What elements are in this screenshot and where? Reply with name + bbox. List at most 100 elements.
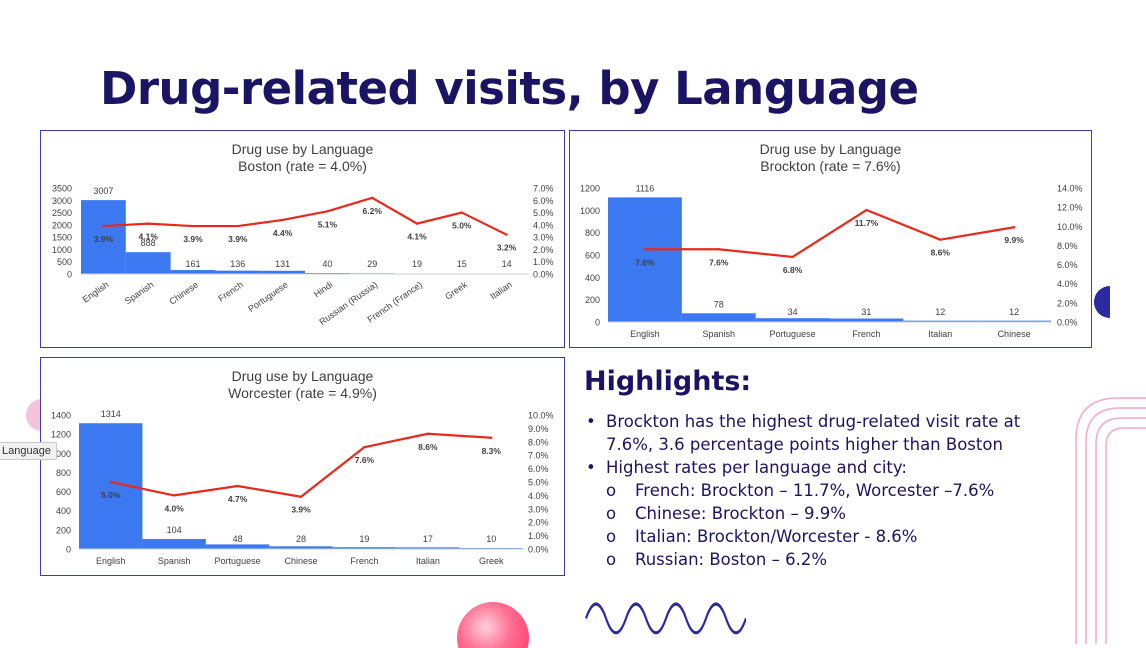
highlight-text: Highest rates per language and city: (606, 458, 907, 477)
sub-bullet-marker: o (606, 527, 617, 546)
y2-axis-tick-label: 0.0% (533, 270, 554, 280)
rate-data-label: 7.6% (709, 257, 729, 267)
x-axis-category-label: Portuguese (770, 329, 816, 339)
bar (269, 546, 333, 549)
rate-point (281, 218, 284, 222)
x-axis-category-label: Chinese (998, 329, 1031, 339)
x-axis-category-label: Chinese (167, 279, 200, 306)
y2-axis-tick-label: 2.0% (1057, 298, 1078, 308)
y2-axis-tick-label: 4.0% (528, 491, 549, 501)
rate-point (326, 210, 329, 213)
sub-bullet-marker: o (606, 481, 617, 500)
rate-data-label: 8.3% (482, 446, 502, 456)
highlight-subitem: o Chinese: Brockton – 9.9% (584, 502, 1064, 525)
bar-data-label: 136 (230, 259, 245, 269)
rate-line (644, 208, 1015, 259)
y2-axis-tick-label: 12.0% (1057, 203, 1083, 213)
y-axis-tick-label: 400 (585, 273, 600, 283)
bar-data-label: 29 (367, 259, 377, 269)
y2-axis-tick-label: 6.0% (1057, 260, 1078, 270)
x-axis-category-label: Spanish (123, 279, 155, 306)
rate-point (426, 432, 430, 435)
y-axis-tick-label: 0 (67, 270, 72, 280)
y2-axis-tick-label: 7.0% (528, 451, 549, 461)
y-axis-tick-label: 1500 (52, 233, 72, 243)
highlight-subitem-text: Italian: Brockton/Worcester - 8.6% (635, 527, 918, 546)
bar-data-label: 12 (935, 307, 945, 317)
rate-point (415, 222, 419, 225)
sub-bullet-marker: o (606, 504, 617, 523)
highlight-subitem: o French: Brockton – 11.7%, Worcester –7… (584, 479, 1064, 502)
y2-axis-tick-label: 0.0% (528, 545, 549, 555)
x-axis-category-label: French (216, 279, 245, 303)
highlight-item: • Brockton has the highest drug-related … (584, 410, 1064, 456)
bar-data-label: 14 (502, 259, 512, 269)
rate-point (109, 480, 112, 484)
bar-data-label: 10 (486, 534, 496, 544)
y2-axis-tick-label: 8.0% (1057, 241, 1078, 251)
y-axis-tick-label: 1000 (580, 206, 600, 216)
y2-axis-tick-label: 6.0% (528, 464, 549, 474)
highlights-list: • Brockton has the highest drug-related … (584, 410, 1064, 571)
bar-data-label: 78 (714, 299, 724, 309)
rate-point (191, 224, 195, 228)
y-axis-tick-label: 2500 (52, 208, 72, 218)
y2-axis-tick-label: 1.0% (528, 531, 549, 541)
rate-data-label: 11.7% (855, 218, 879, 228)
bar-data-label: 19 (359, 534, 369, 544)
bar-data-label: 17 (423, 534, 433, 544)
bar (755, 318, 830, 322)
y-axis-tick-label: 1200 (51, 430, 71, 440)
rate-point (236, 484, 239, 488)
rate-point (147, 222, 150, 225)
y2-axis-tick-label: 10.0% (1057, 222, 1083, 232)
y-axis-tick-label: 200 (585, 295, 600, 305)
rate-data-label: 5.0% (101, 490, 121, 500)
navy-wave-decoration (585, 602, 746, 635)
chart-title: Drug use by Language (232, 368, 374, 384)
navy-half-circle-decoration (1094, 286, 1110, 318)
rate-point (505, 233, 508, 236)
y-axis-tick-label: 2000 (52, 220, 72, 230)
bar (977, 320, 1051, 322)
bar-data-label: 888 (141, 238, 156, 248)
pink-bubble-decoration (457, 602, 529, 648)
highlight-subitem: o Italian: Brockton/Worcester - 8.6% (584, 525, 1064, 548)
y-axis-tick-label: 1200 (580, 184, 600, 194)
y2-axis-tick-label: 10.0% (528, 411, 554, 421)
bar (260, 270, 305, 274)
chart-subtitle: Boston (rate = 4.0%) (238, 158, 367, 174)
bar-data-label: 28 (296, 534, 306, 544)
x-axis-category-label: English (630, 329, 660, 339)
rate-point (490, 436, 493, 439)
y-axis-tick-label: 200 (56, 525, 71, 535)
y-axis-tick-label: 800 (585, 228, 600, 238)
bar (903, 320, 978, 322)
rate-data-label: 3.9% (94, 234, 114, 244)
y2-axis-tick-label: 3.0% (533, 233, 554, 243)
chart-title: Drug use by Language (232, 141, 374, 157)
rate-point (460, 211, 463, 214)
bar (396, 547, 460, 549)
y-axis-tick-label: 0 (66, 545, 71, 555)
rate-data-label: 7.6% (635, 257, 655, 267)
highlight-text: Brockton has the highest drug-related vi… (606, 412, 1021, 454)
x-axis-category-label: Spanish (158, 556, 191, 566)
y-axis-tick-label: 3000 (52, 196, 72, 206)
bar-data-label: 31 (861, 307, 871, 317)
y2-axis-tick-label: 14.0% (1057, 184, 1083, 194)
bar (205, 544, 270, 549)
bar-data-label: 48 (233, 534, 243, 544)
rate-data-label: 3.9% (183, 234, 203, 244)
y2-axis-tick-label: 4.0% (1057, 279, 1078, 289)
x-axis-category-label: French (350, 556, 378, 566)
slide-title: Drug-related visits, by Language (100, 62, 919, 115)
y2-axis-tick-label: 1.0% (533, 257, 554, 267)
highlight-subitem-text: French: Brockton – 11.7%, Worcester –7.6… (635, 481, 995, 500)
chart-panel-boston: Drug use by Language Boston (rate = 4.0%)… (40, 130, 565, 348)
rate-point (717, 248, 720, 251)
rate-data-label: 8.6% (931, 248, 951, 258)
y-axis-tick-label: 3500 (52, 184, 72, 194)
rate-point (172, 494, 176, 497)
